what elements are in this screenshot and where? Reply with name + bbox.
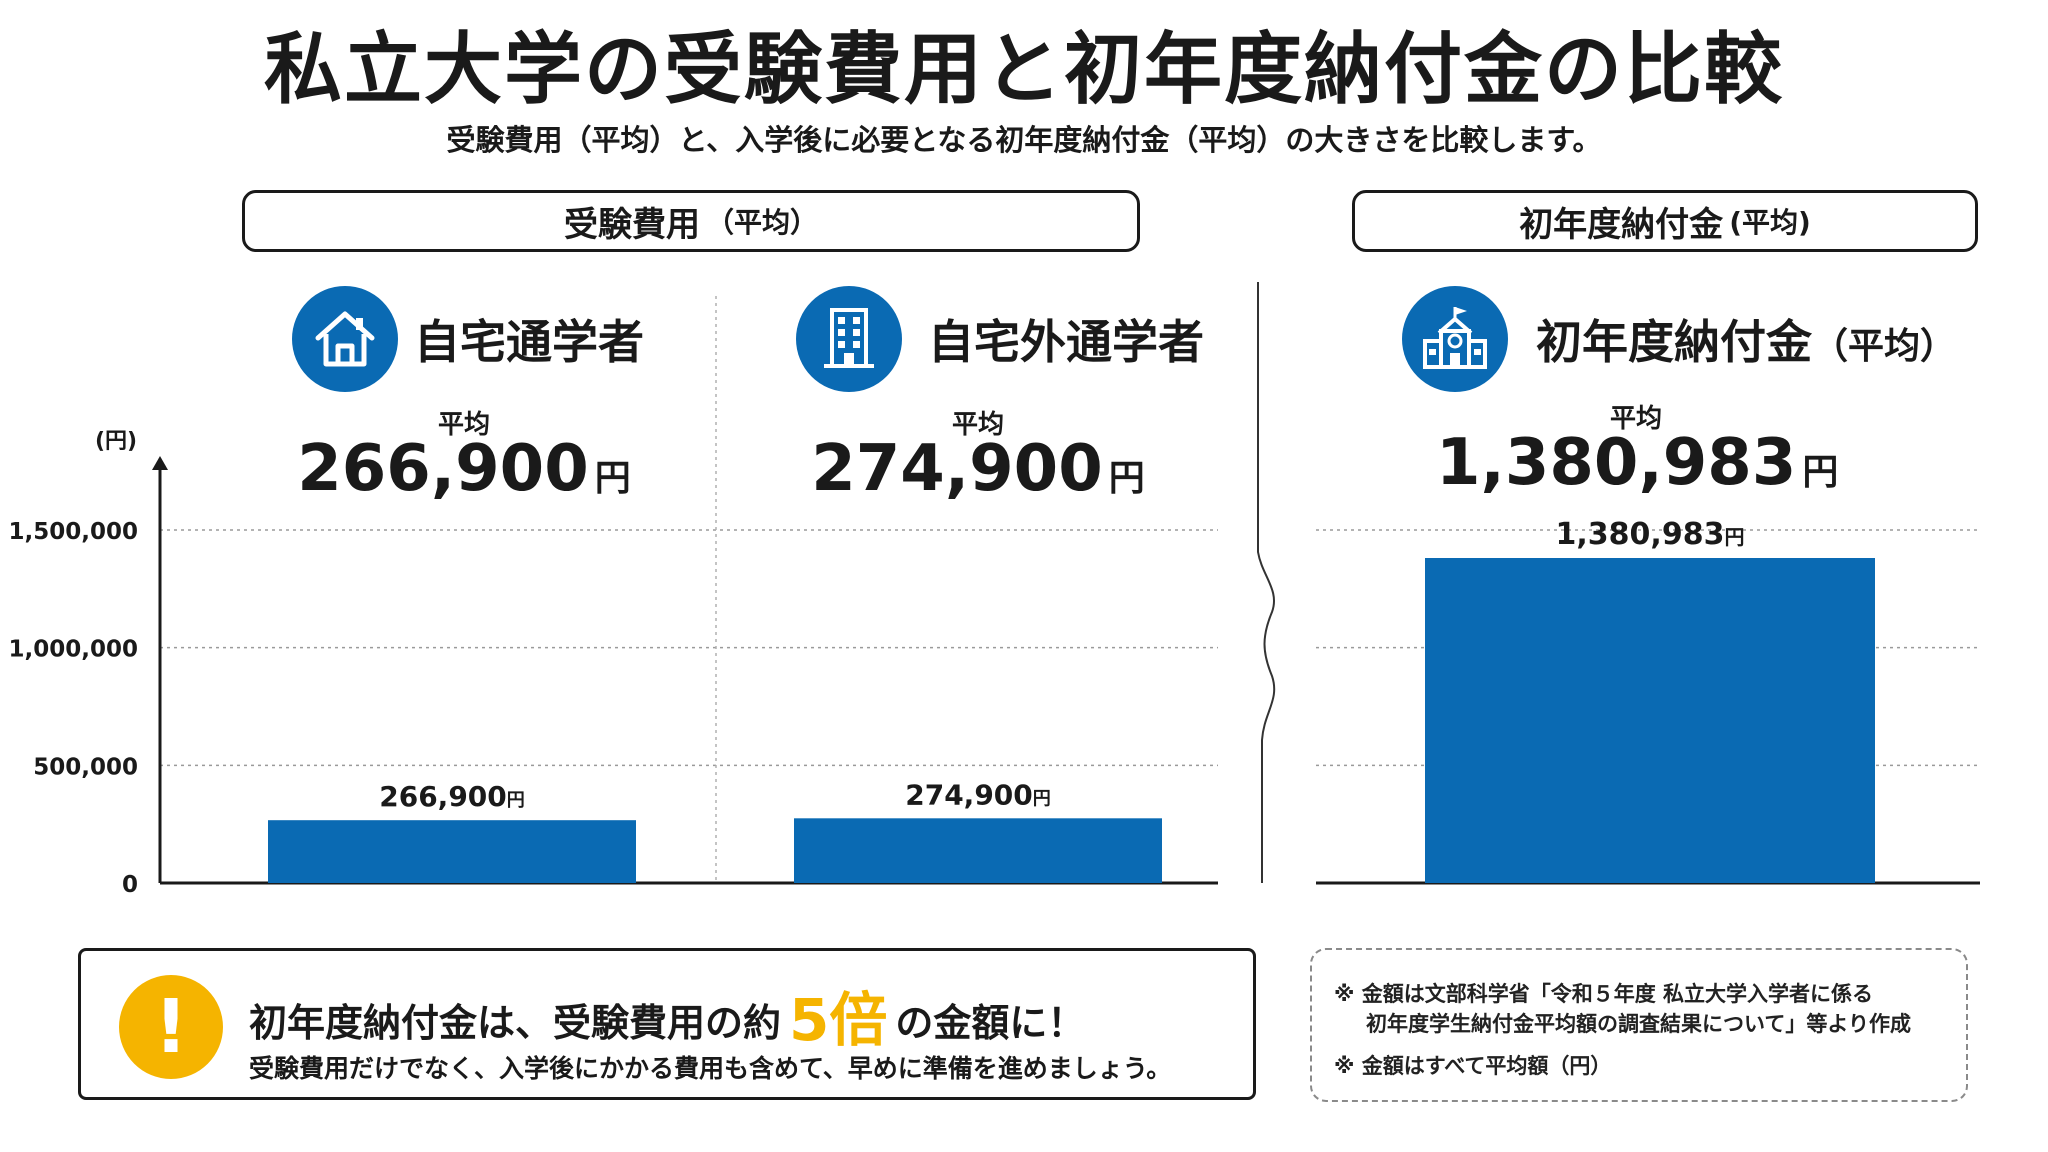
bar-data-label-unit: 円 <box>1724 525 1744 549</box>
callout-main-text: 初年度納付金は、受験費用の約 5倍 の金額に！ <box>249 973 1085 1057</box>
section-header-exam-cost: 受験費用 （平均） <box>242 190 1140 252</box>
big-value-home: 266,900 円 <box>262 432 666 506</box>
bar-1 <box>268 820 636 883</box>
category-label-first-year-suffix: （平均） <box>1812 326 1957 367</box>
bar-data-label-unit: 円 <box>507 790 525 811</box>
school-icon <box>1402 286 1508 392</box>
avg-label-first-year: 平均 <box>1609 404 1662 434</box>
y-tick-label: 500,000 <box>33 754 138 780</box>
callout-sub-text: 受験費用だけでなく、入学後にかかる費用も含めて、早めに準備を進めましょう。 <box>249 1054 1172 1083</box>
callout-highlight: 5倍 <box>789 986 888 1054</box>
bar-data-label-value: 274,900 <box>905 778 1033 811</box>
building-icon <box>796 286 902 392</box>
notes-box: ※ 金額は文部科学省「令和５年度 私立大学入学者に係る 初年度学生納付金平均額の… <box>1310 948 1968 1102</box>
bar-data-label: 274,900円 <box>905 778 1051 811</box>
y-tick-label: 1,000,000 <box>9 637 139 663</box>
category-label-home: 自宅通学者 <box>414 315 644 369</box>
bar-data-label-value: 1,380,983 <box>1556 517 1725 552</box>
section-exam-cost-label: 受験費用 <box>563 204 700 245</box>
page-title: 私立大学の受験費用と初年度納付金の比較 <box>263 25 1784 115</box>
axis-break-line <box>1257 282 1276 883</box>
callout-box: ! 初年度納付金は、受験費用の約 5倍 の金額に！ 受験費用だけでなく、入学後にかか… <box>78 948 1256 1100</box>
category-label-first-year-text: 初年度納付金 <box>1536 315 1812 369</box>
avg-label-home: 平均 <box>437 410 490 440</box>
big-value-first-year-number: 1,380,983 <box>1436 426 1797 500</box>
big-value-first-year-unit: 円 <box>1802 452 1839 493</box>
y-axis-label: (円) <box>95 429 137 454</box>
avg-label-away: 平均 <box>951 410 1004 440</box>
house-icon <box>292 286 398 392</box>
bar-data-label-value: 266,900 <box>379 780 507 813</box>
bar-data-label: 1,380,983円 <box>1556 517 1745 552</box>
note-line-1: ※ 金額は文部科学省「令和５年度 私立大学入学者に係る <box>1334 982 1874 1006</box>
big-value-home-number: 266,900 <box>297 432 589 506</box>
y-tick-label: 1,500,000 <box>9 519 139 545</box>
note-line-2: 初年度学生納付金平均額の調査結果について」等より作成 <box>1366 1012 1911 1036</box>
section-exam-cost-suffix: （平均） <box>705 206 818 239</box>
bar-data-label: 266,900円 <box>379 780 525 813</box>
big-value-away-number: 274,900 <box>811 432 1103 506</box>
page-subtitle: 受験費用（平均）と、入学後に必要となる初年度納付金（平均）の大きさを比較します。 <box>446 123 1602 157</box>
big-value-first-year: 1,380,983 円 <box>1436 426 1839 500</box>
exclamation-icon: ! <box>119 975 223 1079</box>
callout-main-after: の金額に！ <box>895 1001 1086 1045</box>
category-label-away: 自宅外通学者 <box>928 315 1204 369</box>
section-first-year-suffix: (平均) <box>1729 206 1811 239</box>
callout-main-before: 初年度納付金は、受験費用の約 <box>249 1001 782 1045</box>
y-tick-label: 0 <box>122 872 138 898</box>
big-value-home-unit: 円 <box>594 458 631 499</box>
bar-data-label-unit: 円 <box>1033 788 1051 809</box>
big-value-away: 274,900 円 <box>776 432 1180 506</box>
big-value-away-unit: 円 <box>1108 458 1145 499</box>
bar-2 <box>794 818 1162 883</box>
section-first-year-label: 初年度納付金 <box>1519 204 1724 245</box>
section-header-first-year: 初年度納付金 (平均) <box>1352 190 1978 252</box>
note-line-3: ※ 金額はすべて平均額（円） <box>1334 1054 1612 1078</box>
y-axis-arrow <box>152 456 168 470</box>
category-label-first-year: 初年度納付金（平均） <box>1536 312 1956 377</box>
bar-3 <box>1425 558 1875 883</box>
